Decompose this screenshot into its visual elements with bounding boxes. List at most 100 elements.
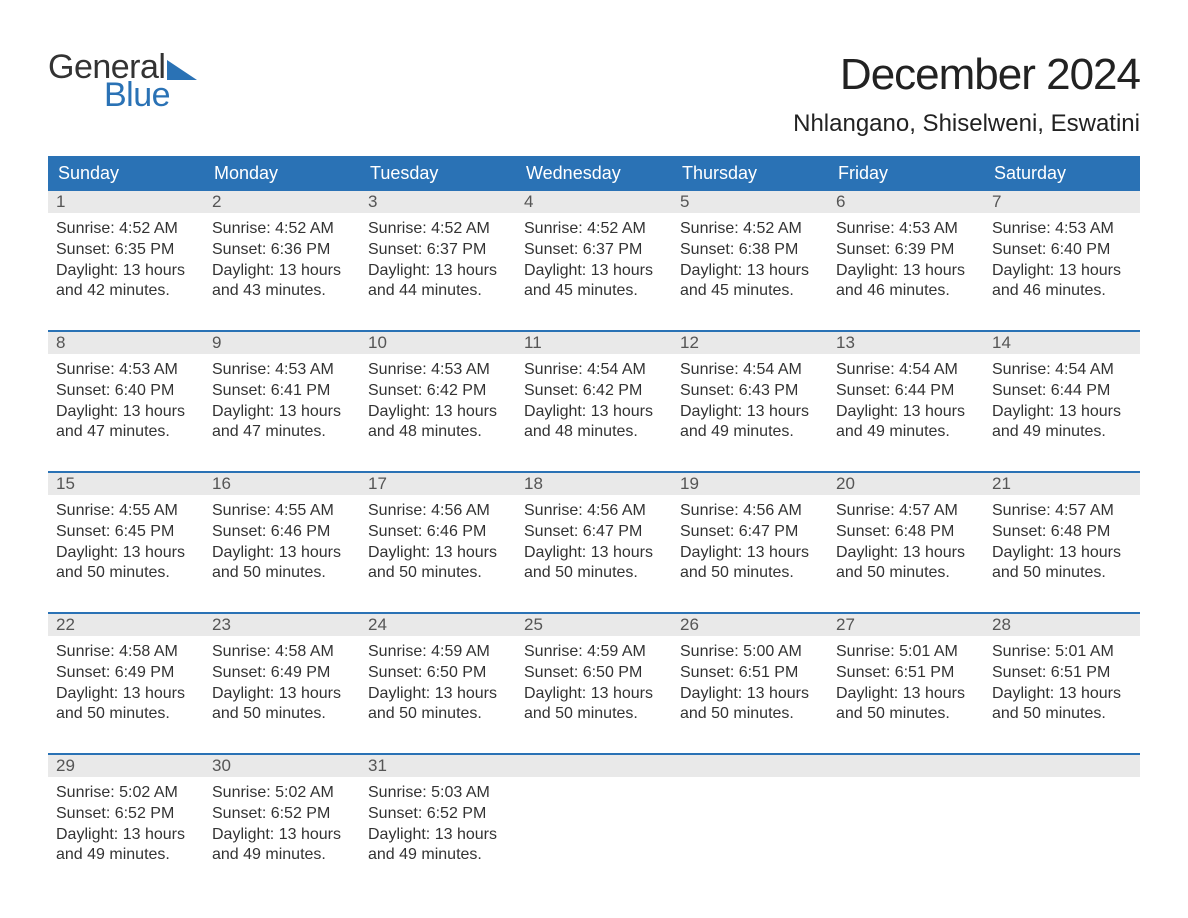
sunset-value: 6:50 PM <box>427 664 487 681</box>
sunset-value: 6:40 PM <box>1051 241 1111 258</box>
daylight-line-2: and 42 minutes. <box>56 281 196 302</box>
sunrise-line: Sunrise: 4:52 AM <box>212 219 352 240</box>
daylight-minutes: 50 <box>867 564 885 581</box>
day-number-cell: 12 <box>672 331 828 354</box>
daylight-line-2: and 49 minutes. <box>680 422 820 443</box>
daylight-hours: 13 <box>435 262 453 279</box>
day-content-cell <box>828 777 984 867</box>
title-block: December 2024 Nhlangano, Shiselweni, Esw… <box>793 50 1140 138</box>
day-number-cell: 26 <box>672 613 828 636</box>
daylight-line-2: and 50 minutes. <box>680 704 820 725</box>
sunrise-value: 4:54 AM <box>899 361 958 378</box>
daylight-line-1: Daylight: 13 hours <box>212 825 352 846</box>
daylight-hours: 13 <box>1059 544 1077 561</box>
daylight-hours: 13 <box>747 685 765 702</box>
day-content-cell: Sunrise: 4:59 AMSunset: 6:50 PMDaylight:… <box>360 636 516 726</box>
daylight-line-1: Daylight: 13 hours <box>992 402 1132 423</box>
daylight-hours: 13 <box>1059 403 1077 420</box>
daylight-line-2: and 50 minutes. <box>680 563 820 584</box>
sunset-line: Sunset: 6:51 PM <box>680 663 820 684</box>
day-number-row: 15161718192021 <box>48 472 1140 495</box>
daylight-line-2: and 46 minutes. <box>992 281 1132 302</box>
day-number-cell <box>984 754 1140 777</box>
daylight-minutes: 43 <box>243 282 261 299</box>
sunset-line: Sunset: 6:46 PM <box>212 522 352 543</box>
day-number-cell: 11 <box>516 331 672 354</box>
sunset-value: 6:49 PM <box>271 664 331 681</box>
daylight-line-1: Daylight: 13 hours <box>680 402 820 423</box>
sunrise-value: 5:02 AM <box>275 784 334 801</box>
day-number-cell <box>828 754 984 777</box>
sunrise-value: 4:56 AM <box>587 502 646 519</box>
sunset-value: 6:36 PM <box>271 241 331 258</box>
sunrise-value: 4:53 AM <box>275 361 334 378</box>
daylight-line-1: Daylight: 13 hours <box>524 402 664 423</box>
weekday-header: Thursday <box>672 156 828 191</box>
sunrise-line: Sunrise: 4:55 AM <box>212 501 352 522</box>
daylight-line-2: and 45 minutes. <box>680 281 820 302</box>
week-separator <box>48 303 1140 331</box>
sunset-value: 6:41 PM <box>271 382 331 399</box>
daylight-line-1: Daylight: 13 hours <box>368 684 508 705</box>
sunrise-line: Sunrise: 4:52 AM <box>524 219 664 240</box>
day-content-cell: Sunrise: 4:57 AMSunset: 6:48 PMDaylight:… <box>984 495 1140 585</box>
sunrise-line: Sunrise: 4:53 AM <box>836 219 976 240</box>
daylight-line-2: and 50 minutes. <box>992 704 1132 725</box>
sunset-value: 6:39 PM <box>895 241 955 258</box>
day-number-cell: 27 <box>828 613 984 636</box>
daylight-hours: 13 <box>279 544 297 561</box>
sunset-value: 6:51 PM <box>1051 664 1111 681</box>
sunrise-line: Sunrise: 5:00 AM <box>680 642 820 663</box>
sunrise-value: 4:52 AM <box>119 220 178 237</box>
daylight-line-1: Daylight: 13 hours <box>680 684 820 705</box>
sunset-line: Sunset: 6:37 PM <box>368 240 508 261</box>
day-number-cell: 2 <box>204 191 360 213</box>
daylight-minutes: 49 <box>867 423 885 440</box>
daylight-hours: 13 <box>123 826 141 843</box>
daylight-line-2: and 49 minutes. <box>368 845 508 866</box>
daylight-hours: 13 <box>279 685 297 702</box>
daylight-line-1: Daylight: 13 hours <box>212 261 352 282</box>
day-content-cell: Sunrise: 4:52 AMSunset: 6:38 PMDaylight:… <box>672 213 828 303</box>
day-number-cell: 28 <box>984 613 1140 636</box>
sunrise-value: 4:52 AM <box>275 220 334 237</box>
day-content-cell: Sunrise: 4:54 AMSunset: 6:44 PMDaylight:… <box>984 354 1140 444</box>
day-content-cell: Sunrise: 4:58 AMSunset: 6:49 PMDaylight:… <box>204 636 360 726</box>
day-number-row: 22232425262728 <box>48 613 1140 636</box>
daylight-line-1: Daylight: 13 hours <box>992 261 1132 282</box>
week-separator <box>48 585 1140 613</box>
sunrise-line: Sunrise: 4:52 AM <box>680 219 820 240</box>
daylight-minutes: 50 <box>399 705 417 722</box>
sunset-value: 6:48 PM <box>1051 523 1111 540</box>
daylight-minutes: 45 <box>555 282 573 299</box>
sunrise-line: Sunrise: 4:57 AM <box>836 501 976 522</box>
day-number-cell: 31 <box>360 754 516 777</box>
daylight-line-2: and 49 minutes. <box>836 422 976 443</box>
daylight-line-2: and 48 minutes. <box>524 422 664 443</box>
sunset-line: Sunset: 6:35 PM <box>56 240 196 261</box>
day-number-cell <box>516 754 672 777</box>
daylight-line-2: and 47 minutes. <box>212 422 352 443</box>
day-content-cell: Sunrise: 4:59 AMSunset: 6:50 PMDaylight:… <box>516 636 672 726</box>
sunrise-value: 5:00 AM <box>743 643 802 660</box>
daylight-minutes: 50 <box>399 564 417 581</box>
calendar-table: SundayMondayTuesdayWednesdayThursdayFrid… <box>48 156 1140 867</box>
day-content-cell: Sunrise: 4:52 AMSunset: 6:37 PMDaylight:… <box>360 213 516 303</box>
sunrise-value: 4:53 AM <box>899 220 958 237</box>
sunrise-value: 4:57 AM <box>899 502 958 519</box>
sunset-value: 6:52 PM <box>115 805 175 822</box>
location-subtitle: Nhlangano, Shiselweni, Eswatini <box>793 110 1140 138</box>
daylight-line-2: and 47 minutes. <box>56 422 196 443</box>
sunrise-value: 4:57 AM <box>1055 502 1114 519</box>
day-number-row: 1234567 <box>48 191 1140 213</box>
weekday-header: Saturday <box>984 156 1140 191</box>
day-content-cell: Sunrise: 5:03 AMSunset: 6:52 PMDaylight:… <box>360 777 516 867</box>
sunset-value: 6:50 PM <box>583 664 643 681</box>
day-content-cell: Sunrise: 4:56 AMSunset: 6:47 PMDaylight:… <box>516 495 672 585</box>
daylight-line-1: Daylight: 13 hours <box>524 261 664 282</box>
day-number-cell: 22 <box>48 613 204 636</box>
daylight-line-1: Daylight: 13 hours <box>212 543 352 564</box>
daylight-minutes: 45 <box>711 282 729 299</box>
sunset-value: 6:35 PM <box>115 241 175 258</box>
sunrise-line: Sunrise: 4:56 AM <box>368 501 508 522</box>
